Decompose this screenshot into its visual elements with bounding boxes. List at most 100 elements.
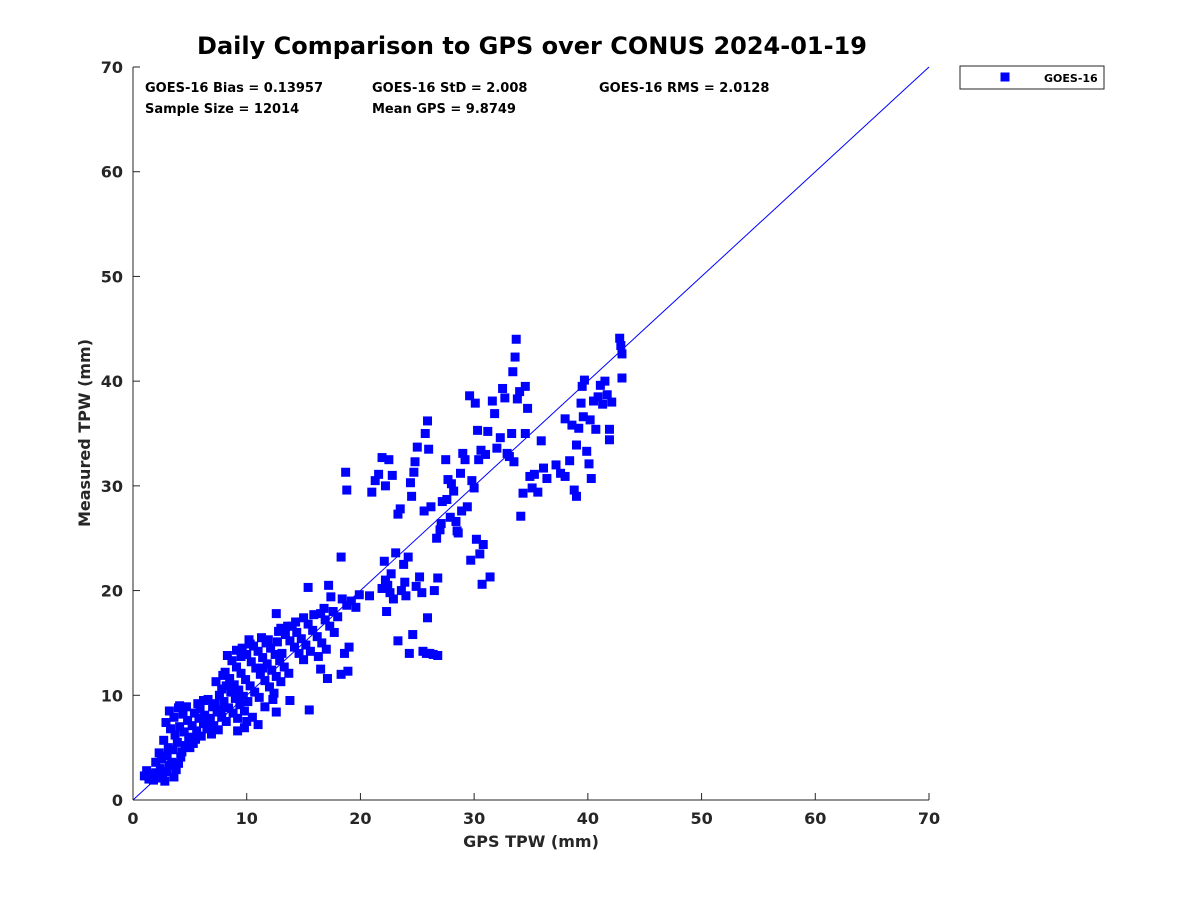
data-point [253, 646, 263, 656]
data-point [205, 713, 215, 723]
data-point [432, 533, 442, 543]
data-point [377, 583, 387, 593]
data-point [266, 643, 276, 653]
data-point [354, 590, 364, 600]
data-point [487, 396, 497, 406]
data-point [250, 687, 260, 697]
data-point [556, 468, 566, 478]
data-point [177, 747, 187, 757]
data-point [162, 751, 172, 761]
data-point [452, 526, 462, 536]
data-point [516, 511, 526, 521]
data-point [593, 392, 603, 402]
data-point [258, 663, 268, 673]
data-point [518, 488, 528, 498]
data-point [216, 705, 226, 715]
plot-area [132, 66, 930, 801]
data-point [326, 592, 336, 602]
data-point [408, 630, 418, 640]
data-point [173, 758, 183, 768]
data-point [321, 644, 331, 654]
data-point [193, 699, 203, 709]
data-point [151, 768, 161, 778]
data-point [415, 572, 425, 582]
sample-size-annotation: Sample Size = 12014 [145, 102, 299, 117]
data-point [382, 607, 392, 617]
data-point [417, 588, 427, 598]
data-point [241, 675, 251, 685]
data-point [171, 765, 181, 775]
data-point [367, 487, 377, 497]
data-point [602, 390, 612, 400]
data-point [477, 579, 487, 589]
data-point [206, 729, 216, 739]
data-point [264, 682, 274, 692]
data-point [333, 612, 343, 622]
data-point [159, 735, 169, 745]
data-point [504, 452, 514, 462]
data-point [303, 582, 313, 592]
data-point [280, 630, 290, 640]
data-point [520, 429, 530, 438]
y-tick-label: 30 [101, 477, 123, 496]
data-point [492, 443, 502, 453]
data-point [551, 460, 561, 470]
data-point [267, 665, 277, 675]
data-point [460, 455, 470, 465]
data-point [237, 643, 247, 653]
data-point [370, 476, 380, 486]
data-point [155, 764, 165, 774]
data-point [236, 668, 246, 678]
data-point [194, 713, 204, 723]
data-point [483, 426, 493, 436]
data-point [441, 455, 451, 465]
data-point [180, 741, 190, 751]
data-point [199, 719, 209, 729]
data-point [304, 705, 314, 715]
data-point [296, 634, 306, 644]
data-point [429, 586, 439, 596]
statistics-annotations: GOES-16 Bias = 0.13957 GOES-16 StD = 2.0… [145, 81, 769, 117]
data-point [243, 697, 253, 707]
data-point [238, 691, 248, 701]
data-point [617, 349, 627, 359]
data-point [579, 375, 589, 385]
data-point [262, 659, 272, 669]
data-point [539, 463, 549, 473]
data-point [329, 627, 339, 637]
data-point [346, 596, 356, 606]
data-point [294, 648, 304, 658]
data-point [319, 603, 329, 613]
x-tick-label: 20 [349, 809, 371, 828]
data-point [213, 725, 223, 735]
data-point [391, 548, 401, 558]
data-point [154, 748, 164, 758]
data-point [569, 485, 579, 495]
data-point [256, 633, 266, 643]
data-point [365, 591, 375, 601]
data-point [424, 444, 434, 454]
data-point [320, 615, 330, 625]
data-point [600, 376, 610, 386]
data-point [158, 770, 168, 780]
data-point [303, 619, 313, 629]
data-point [163, 743, 173, 753]
data-point [500, 393, 510, 403]
data-point [324, 580, 334, 590]
data-point [263, 635, 273, 645]
data-point [485, 572, 495, 582]
data-point [192, 726, 202, 736]
data-point [239, 706, 249, 716]
data-point [458, 448, 468, 458]
data-point [210, 699, 220, 709]
data-point [396, 586, 406, 596]
data-point [399, 559, 409, 569]
data-point [179, 727, 189, 737]
data-point [169, 772, 179, 782]
data-point [184, 732, 194, 742]
y-tick-label: 60 [101, 163, 123, 182]
x-tick-label: 30 [463, 809, 485, 828]
rms-annotation: GOES-16 RMS = 2.0128 [599, 81, 769, 96]
data-point [582, 446, 592, 456]
data-point [151, 757, 161, 767]
